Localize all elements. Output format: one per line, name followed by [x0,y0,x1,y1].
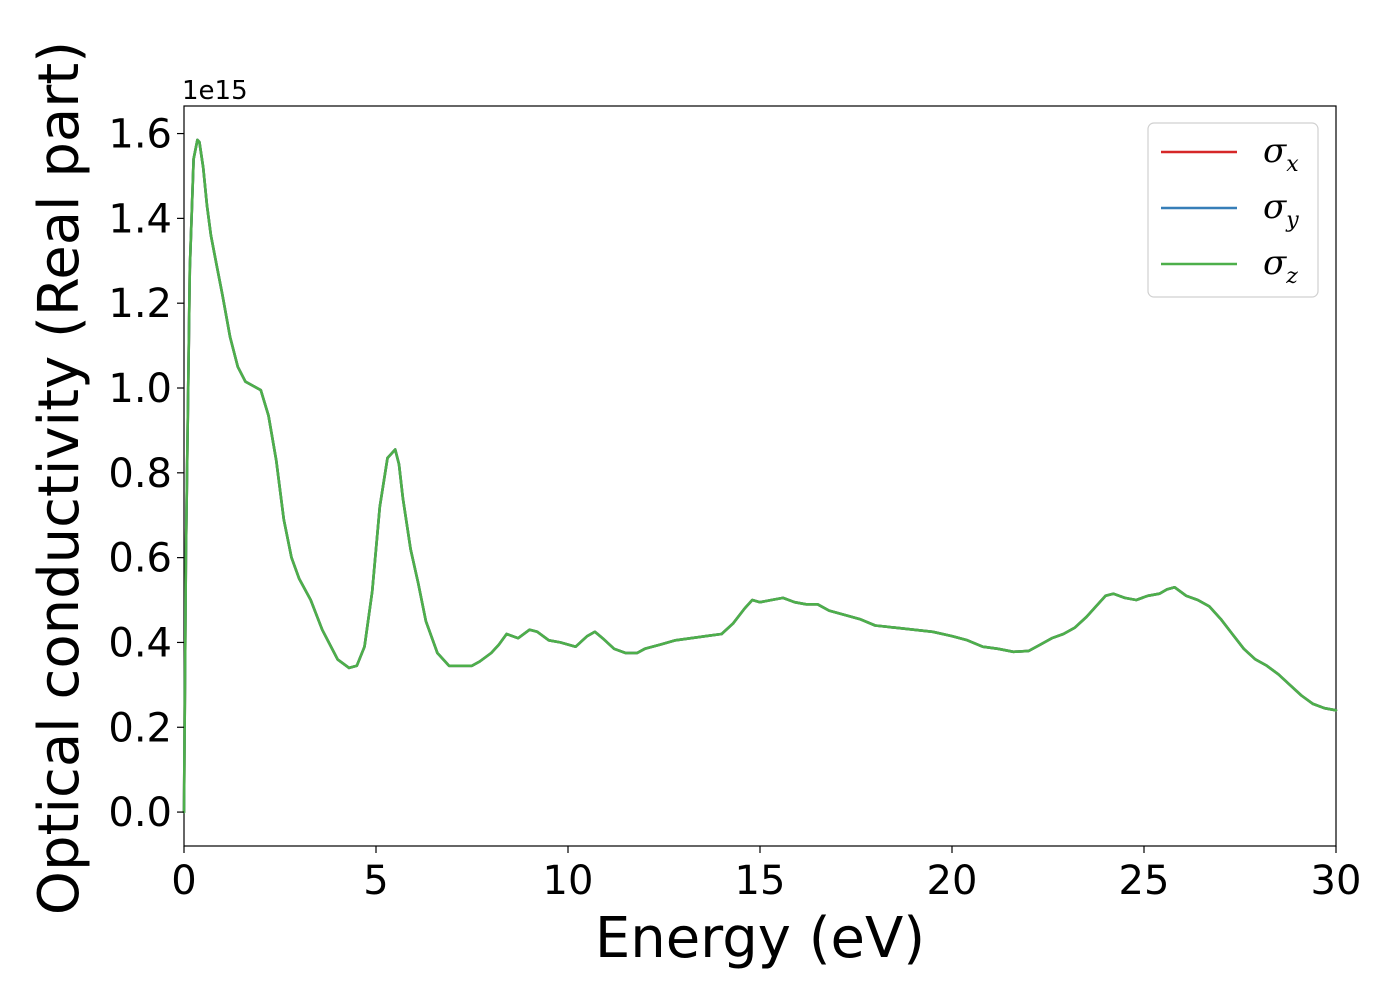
x-tick-label: 5 [363,858,388,904]
x-axis-title: Energy (eV) [595,906,925,971]
series-group [182,138,1338,814]
plot-area [182,105,1338,847]
x-tick-label: 10 [543,858,594,904]
y-tick-label: 1.2 [108,281,172,327]
y-axis-title: Optical conductivity (Real part) [27,41,92,915]
y-tick-label: 0.0 [108,790,172,836]
legend-label-y: σy [1263,187,1299,233]
plot-frame [183,105,1337,847]
x-tick-label: 25 [1119,858,1170,904]
x-tick-label: 0 [171,858,196,904]
legend-label-z: σz [1263,243,1298,289]
legend: σx σy σz [1147,122,1319,298]
x-tick-label: 20 [927,858,978,904]
x-tick-label: 30 [1311,858,1362,904]
y-tick-label: 0.8 [108,451,172,497]
series-line-z [182,138,1338,814]
y-tick-label: 1.6 [108,112,172,158]
y-axis-ticks: 0.0 0.2 0.4 0.6 0.8 1.0 1.2 1.4 1.6 [108,112,184,836]
y-axis-offset-label: 1e15 [182,76,248,106]
x-tick-label: 15 [735,858,786,904]
legend-label-x: σx [1263,131,1299,177]
legend-box [1147,122,1319,298]
legend-items: σx σy σz [1161,131,1299,289]
y-tick-label: 0.4 [108,620,172,666]
y-tick-label: 0.6 [108,536,172,582]
x-axis-ticks: 0 5 10 15 20 25 30 [171,846,1361,904]
y-tick-label: 0.2 [108,705,172,751]
y-tick-label: 1.4 [108,196,172,242]
y-tick-label: 1.0 [108,366,172,412]
